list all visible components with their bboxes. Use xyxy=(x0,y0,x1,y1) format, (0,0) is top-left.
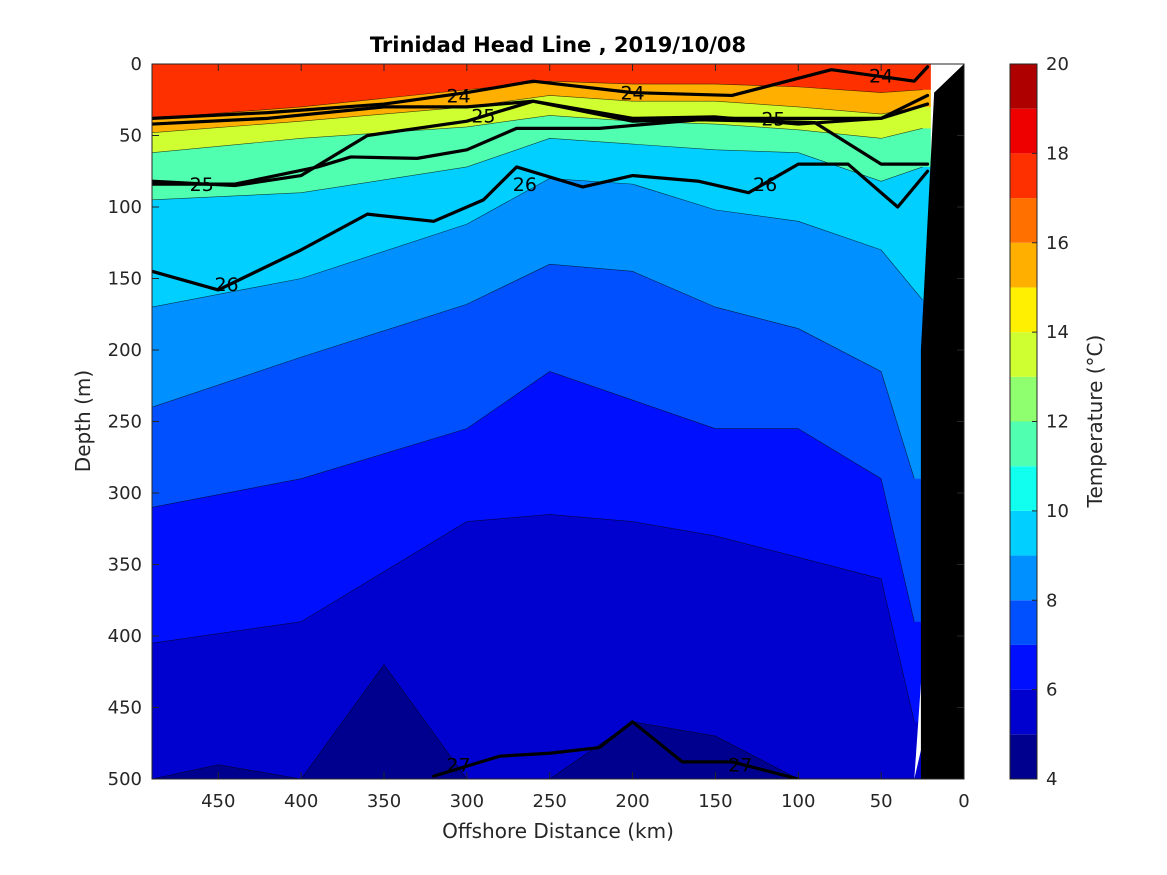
x-tick-label: 200 xyxy=(615,791,649,812)
isotherm-line-10 xyxy=(152,138,923,201)
x-tick-label: 100 xyxy=(781,791,815,812)
density-label-25: 25 xyxy=(190,174,214,196)
svg-text:26: 26 xyxy=(214,274,238,296)
isotherm-line-16 xyxy=(152,80,923,119)
svg-text:24: 24 xyxy=(620,83,644,105)
density-label-24: 24 xyxy=(446,85,470,107)
colorbar-swatch-17 xyxy=(1010,153,1037,199)
x-tick-label: 300 xyxy=(450,791,484,812)
density-label-26: 26 xyxy=(214,274,238,296)
isotherm-line-8 xyxy=(152,263,915,479)
colorbar-tick-label: 18 xyxy=(1046,143,1069,164)
density-label-26: 26 xyxy=(513,174,537,196)
y-tick-label: 300 xyxy=(108,483,142,504)
svg-text:24: 24 xyxy=(446,85,470,107)
density-contour-25-2 xyxy=(152,93,930,188)
y-axis-label: Depth (m) xyxy=(71,370,95,472)
x-tick-label: 350 xyxy=(367,791,401,812)
colorbar-swatch-10 xyxy=(1010,466,1037,511)
y-tick-label: 350 xyxy=(108,555,142,576)
colorbar-label: Temperature (°C) xyxy=(1083,335,1107,509)
colorbar: 4 6 8 10 12 14 16 18 20 xyxy=(1009,54,1069,790)
chart-title: Trinidad Head Line , 2019/10/08 xyxy=(370,33,746,57)
density-contour-24-0 xyxy=(152,65,930,120)
isotherm-line-9 xyxy=(152,178,923,308)
colorbar-tick-label: 14 xyxy=(1046,322,1069,343)
x-tick-label: 50 xyxy=(870,791,893,812)
density-contours xyxy=(152,65,930,779)
colorbar-tick-label: 4 xyxy=(1046,769,1057,790)
svg-text:24: 24 xyxy=(869,65,893,87)
y-tick-label: 0 xyxy=(131,54,142,75)
colorbar-swatch-7 xyxy=(1010,600,1037,645)
svg-text:25: 25 xyxy=(190,174,214,196)
y-tick-label: 400 xyxy=(108,626,142,647)
colorbar-swatch-5 xyxy=(1010,689,1037,735)
bathymetry xyxy=(914,64,964,779)
isotherm-line-14 xyxy=(152,95,923,133)
svg-text:27: 27 xyxy=(728,755,752,777)
y-tick-label: 50 xyxy=(119,126,142,147)
temperature-band-5 xyxy=(152,664,964,779)
contour-fill xyxy=(152,64,964,779)
density-label-27: 27 xyxy=(446,755,470,777)
y-tick-label: 200 xyxy=(108,340,142,361)
y-tick-label: 100 xyxy=(108,197,142,218)
x-tick-label: 150 xyxy=(698,791,732,812)
colorbar-tick-label: 20 xyxy=(1046,54,1069,75)
colorbar-tick-label: 10 xyxy=(1046,501,1069,522)
colorbar-swatch-19 xyxy=(1010,64,1037,109)
colorbar-tick-label: 16 xyxy=(1046,233,1069,254)
density-contour-26-4 xyxy=(152,162,930,292)
colorbar-swatch-11 xyxy=(1010,421,1037,467)
colorbar-swatch-15 xyxy=(1010,242,1037,288)
svg-text:25: 25 xyxy=(761,108,785,130)
colorbar-swatch-12 xyxy=(1010,376,1037,422)
y-tick-label: 450 xyxy=(108,698,142,719)
seafloor-bathymetry xyxy=(920,64,964,779)
svg-text:25: 25 xyxy=(471,105,495,127)
x-tick-label: 250 xyxy=(533,791,567,812)
colorbar-swatch-16 xyxy=(1010,198,1037,243)
y-tick-label: 500 xyxy=(108,769,142,790)
colorbar-swatch-6 xyxy=(1010,644,1037,690)
density-label-26: 26 xyxy=(753,174,777,196)
colorbar-swatch-14 xyxy=(1010,287,1037,333)
colorbar-tick-label: 12 xyxy=(1046,412,1069,433)
density-contour-26-3 xyxy=(152,118,930,186)
colorbar-swatch-13 xyxy=(1010,332,1037,377)
colorbar-tick-label: 6 xyxy=(1046,680,1057,701)
density-label-27: 27 xyxy=(728,755,752,777)
svg-text:27: 27 xyxy=(446,755,470,777)
isotherm-line-7 xyxy=(152,371,915,622)
density-label-25: 25 xyxy=(471,105,495,127)
density-label-24: 24 xyxy=(869,65,893,87)
density-label-25: 25 xyxy=(761,108,785,130)
svg-text:26: 26 xyxy=(513,174,537,196)
isotherm-line-5 xyxy=(152,664,799,779)
y-axis: 0 50 100 150 200 250 300 350 400 450 500 xyxy=(108,54,964,790)
x-tick-label: 450 xyxy=(201,791,235,812)
density-label-24: 24 xyxy=(620,83,644,105)
y-tick-label: 150 xyxy=(108,269,142,290)
colorbar-tick-label: 8 xyxy=(1046,590,1057,611)
colorbar-swatch-8 xyxy=(1010,555,1037,601)
colorbar-swatch-18 xyxy=(1010,108,1037,154)
isotherm-line-6 xyxy=(152,514,915,722)
x-tick-label: 400 xyxy=(284,791,318,812)
colorbar-swatch-9 xyxy=(1010,510,1037,556)
colorbar-swatch-4 xyxy=(1010,734,1037,779)
y-tick-label: 250 xyxy=(108,412,142,433)
svg-text:26: 26 xyxy=(753,174,777,196)
x-axis: 450 400 350 300 250 200 150 100 50 0 xyxy=(201,64,970,812)
density-contour-27-5 xyxy=(432,720,800,779)
x-axis-label: Offshore Distance (km) xyxy=(442,819,674,843)
x-tick-label: 0 xyxy=(958,791,969,812)
